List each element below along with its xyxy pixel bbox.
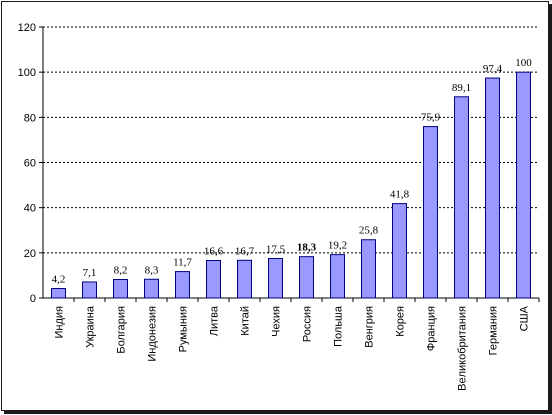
x-tick-label: Индия [54, 306, 66, 339]
x-tick-label: Чехия [271, 306, 283, 337]
bar-Индонезия [144, 278, 159, 299]
data-label: 16,7 [235, 245, 255, 257]
bar-Литва [206, 260, 221, 299]
x-tick-label: США [519, 305, 531, 331]
data-label: 100 [515, 57, 532, 69]
y-tick-label: 20 [24, 248, 36, 260]
data-label: 18,3 [297, 242, 317, 254]
bar-Россия [299, 256, 314, 299]
bar-Польша [330, 254, 345, 299]
bar-Индия [51, 288, 66, 299]
y-tick-label: 0 [30, 293, 36, 305]
data-label: 41,8 [390, 189, 410, 201]
bars [51, 71, 531, 299]
x-tick-label: Россия [302, 306, 314, 342]
data-labels: 4,2 7,1 8,2 8,3 11,7 16,6 16,7 17,5 18,3 19,2 25,8… [52, 57, 533, 285]
category-labels: Индия Украина Болгария Индонезия Румыния Литв… [54, 305, 531, 391]
bar-Болгария [113, 278, 128, 299]
x-tick-label: Китай [240, 306, 252, 336]
x-tick-label: Индонезия [147, 306, 159, 362]
x-tick-label: Германия [488, 306, 500, 355]
bar-Украина [82, 281, 97, 299]
y-tick-label: 60 [24, 158, 36, 170]
y-tick-label: 80 [24, 112, 36, 124]
data-label: 17,5 [266, 243, 286, 255]
bar-Румыния [175, 271, 190, 299]
data-label: 89,1 [452, 82, 471, 94]
data-label: 16,6 [204, 246, 224, 258]
y-tick-label: 100 [18, 67, 36, 79]
x-tick-label: Франция [426, 306, 438, 351]
bar-Франция [423, 126, 438, 299]
bar-Венгрия [361, 239, 376, 299]
data-label: 11,7 [173, 257, 192, 269]
x-tick-label: Украина [85, 305, 97, 348]
data-label: 75,9 [421, 112, 441, 124]
data-label: 97,4 [483, 63, 503, 75]
bar-Германия [485, 77, 500, 299]
x-tick-label: Болгария [116, 306, 128, 354]
data-label: 8,3 [145, 264, 159, 276]
x-tick-label: Венгрия [364, 306, 376, 348]
x-tick-label: Корея [395, 306, 407, 337]
bar-Великобритания [454, 96, 469, 299]
bar-Чехия [268, 257, 283, 299]
data-label: 7,1 [83, 267, 97, 279]
x-tick-label: Польша [333, 305, 345, 347]
y-tick-label: 120 [18, 22, 36, 34]
bar-США [516, 71, 531, 299]
data-label: 8,2 [114, 264, 128, 276]
data-label: 25,8 [359, 225, 379, 237]
data-label: 4,2 [52, 274, 66, 286]
x-tick-label: Румыния [178, 306, 190, 352]
bar-Корея [392, 203, 407, 299]
x-tick-label: Литва [209, 305, 221, 336]
y-tick-label: 40 [24, 203, 36, 215]
data-label: 19,2 [328, 240, 347, 252]
bar-Китай [237, 259, 252, 299]
x-tick-label: Вeликобритания [457, 306, 469, 391]
y-tick-labels: 0 20 40 60 80 100 120 [18, 22, 36, 305]
